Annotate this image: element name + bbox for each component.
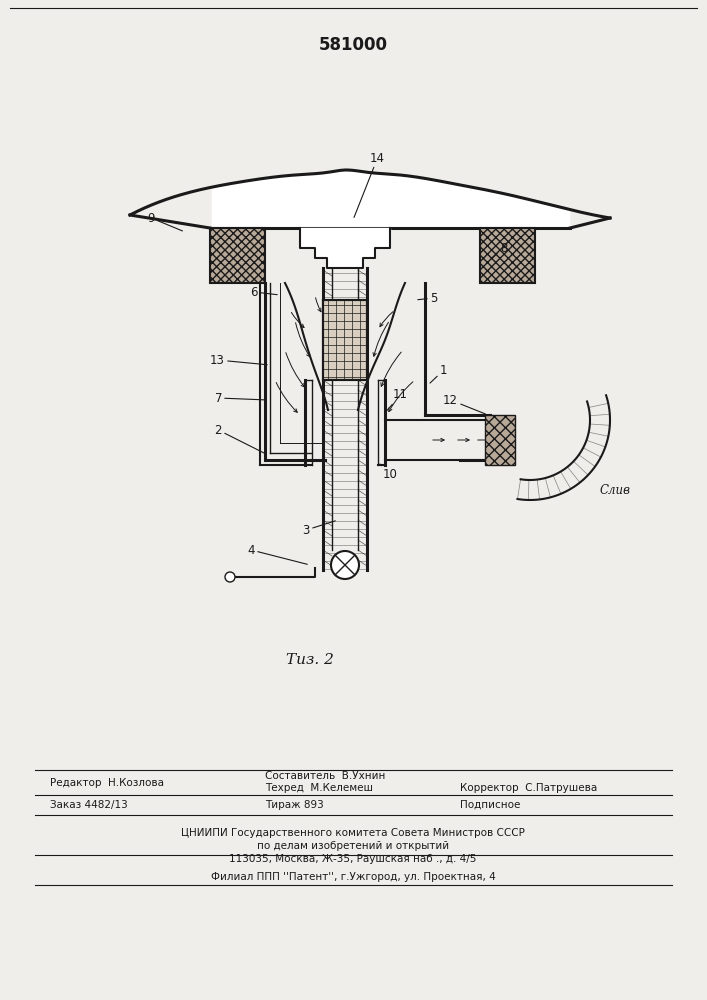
Text: 581000: 581000 [318,36,387,54]
Text: 1: 1 [430,363,448,383]
Text: Редактор  Н.Козлова: Редактор Н.Козлова [50,778,164,788]
Bar [323,300,367,380]
Text: ЦНИИПИ Государственного комитета Совета Министров СССР: ЦНИИПИ Государственного комитета Совета … [181,828,525,838]
Text: Техред  М.Келемеш: Техред М.Келемеш [265,783,373,793]
Text: Τиз. 2: Τиз. 2 [286,653,334,667]
Text: 3: 3 [303,521,335,536]
Text: Филиал ППП ''Патент'', г.Ужгород, ул. Проектная, 4: Филиал ППП ''Патент'', г.Ужгород, ул. Пр… [211,872,496,882]
Text: 13: 13 [210,354,267,366]
Text: Составитель  В.Ухнин: Составитель В.Ухнин [265,771,385,781]
Text: Тираж 893: Тираж 893 [265,800,324,810]
Bar [480,228,535,283]
Text: Корректор  С.Патрушева: Корректор С.Патрушева [460,783,597,793]
Text: 113035, Москва, Ж-35, Раушская наб ., д. 4/5: 113035, Москва, Ж-35, Раушская наб ., д.… [229,854,477,864]
Text: Подписное: Подписное [460,800,520,810]
Text: 7: 7 [214,391,265,404]
Text: 10: 10 [380,464,398,482]
Text: 5: 5 [418,292,438,304]
Text: 8: 8 [492,241,508,258]
Bar [210,228,265,283]
Circle shape [225,572,235,582]
Polygon shape [300,228,390,268]
Text: 9: 9 [148,212,182,231]
Text: 12: 12 [443,393,486,414]
Text: по делам изобретений и открытий: по делам изобретений и открытий [257,841,449,851]
Text: 11: 11 [385,388,408,413]
Text: 14: 14 [354,151,385,217]
Text: Заказ 4482/13: Заказ 4482/13 [50,800,128,810]
Text: 6: 6 [250,286,277,298]
Text: Слив: Слив [600,484,631,496]
Bar [485,415,515,465]
Text: 4: 4 [247,544,308,564]
Circle shape [331,551,359,579]
Text: 2: 2 [214,424,266,454]
